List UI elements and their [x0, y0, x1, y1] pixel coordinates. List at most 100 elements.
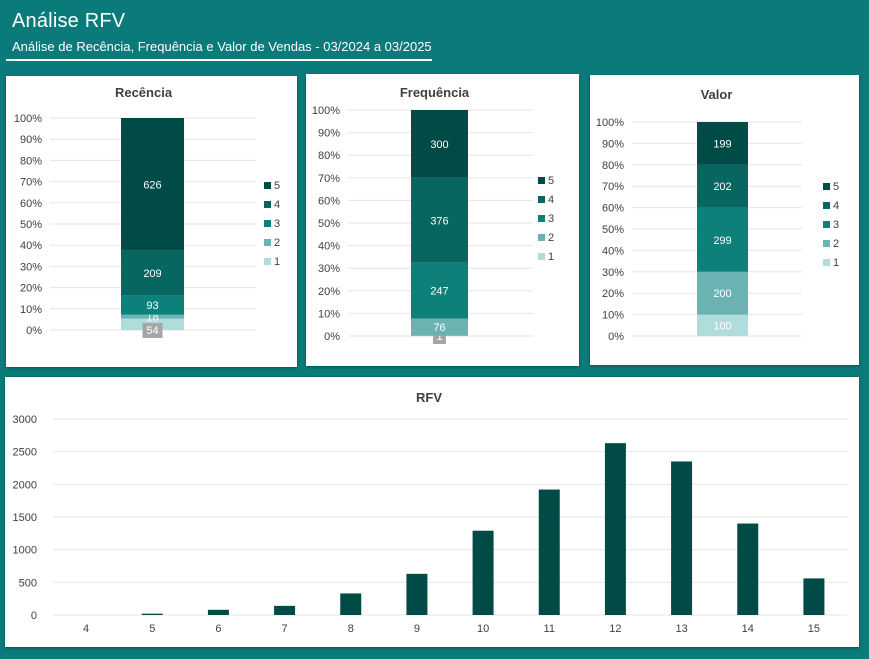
y-tick-label: 70% [602, 181, 624, 193]
bar-5 [141, 613, 163, 615]
legend-label-3: 3 [274, 218, 280, 230]
report-title: Análise RFV [12, 10, 126, 32]
y-tick-label: 20% [20, 283, 42, 295]
legend-swatch-2 [823, 240, 830, 247]
bar-segment-3 [121, 295, 184, 315]
data-label: 376 [430, 215, 448, 227]
y-tick-label: 20% [602, 288, 624, 300]
x-tick-label: 13 [675, 623, 687, 635]
data-label: 54 [146, 325, 158, 337]
bar-13 [671, 461, 693, 615]
data-label: 209 [143, 268, 161, 280]
bar-segment-2 [697, 271, 748, 315]
y-tick-label: 20% [318, 286, 340, 298]
y-tick-label: 0% [26, 325, 42, 337]
y-tick-label: 60% [318, 195, 340, 207]
chart-title: Frequência [400, 85, 470, 100]
x-tick-label: 4 [83, 623, 89, 635]
y-tick-label: 100% [312, 105, 340, 117]
bar-15 [803, 578, 825, 615]
bar-segment-3 [697, 207, 748, 272]
legend-label-2: 2 [833, 238, 839, 250]
x-tick-label: 8 [348, 623, 354, 635]
y-tick-label: 0% [608, 331, 624, 343]
y-tick-label: 1500 [13, 512, 37, 524]
chart-title: Recência [115, 85, 173, 100]
legend-label-5: 5 [833, 181, 839, 193]
x-tick-label: 9 [414, 623, 420, 635]
legend-label-1: 1 [833, 257, 839, 269]
bar-segment-4 [121, 250, 184, 296]
valor-chart-panel: Valor 0% 10% 20% 30% 40% 50% 60% 70% 80% 90% 100% 10… [590, 75, 859, 365]
data-label: 76 [433, 322, 445, 334]
y-tick-label: 0 [31, 610, 37, 622]
legend-swatch-3 [823, 221, 830, 228]
x-tick-label: 5 [149, 623, 155, 635]
legend-swatch-3 [538, 215, 545, 222]
legend-swatch-4 [264, 201, 271, 208]
y-tick-label: 80% [20, 155, 42, 167]
legend-label-2: 2 [548, 232, 554, 244]
legend-swatch-1 [823, 259, 830, 266]
chart-title: RFV [416, 390, 442, 405]
x-tick-label: 14 [742, 623, 754, 635]
data-label: 247 [430, 286, 448, 298]
valor-chart: Valor 0% 10% 20% 30% 40% 50% 60% 70% 80% 90% 100% 10… [596, 87, 839, 343]
y-tick-label: 10% [602, 310, 624, 322]
legend-label-1: 1 [274, 256, 280, 268]
legend-swatch-5 [823, 183, 830, 190]
x-tick-label: 7 [282, 623, 288, 635]
data-label: 100 [713, 320, 731, 332]
frequencia-chart-panel: Frequência 0% 10% 20% 30% 40% 50% 60% 70% 80% 90% 1… [306, 74, 579, 366]
y-tick-label: 40% [318, 241, 340, 253]
bar-segment-2 [411, 318, 468, 336]
y-tick-label: 90% [20, 134, 42, 146]
rfv-chart-panel: RFV 0 500 1000 1500 2000 2500 3000 4 5 6 7 8 9 10 11 12 1… [5, 377, 859, 647]
data-label: 299 [713, 235, 731, 247]
recencia-chart: Recência 0% 10% 20% 30% 40% 50% 60% 70% 80% 90% 100… [14, 85, 280, 338]
y-tick-label: 100% [14, 113, 42, 125]
bar-segment-3 [411, 262, 468, 319]
legend-label-2: 2 [274, 237, 280, 249]
bar-14 [737, 523, 759, 615]
legend-label-5: 5 [274, 180, 280, 192]
y-tick-label: 500 [19, 577, 37, 589]
header-underline [6, 59, 432, 61]
x-tick-label: 10 [477, 623, 489, 635]
legend-swatch-4 [823, 202, 830, 209]
bar-12 [604, 443, 626, 615]
y-tick-label: 30% [318, 263, 340, 275]
y-tick-label: 40% [20, 240, 42, 252]
legend-swatch-3 [264, 220, 271, 227]
bar-segment-5 [697, 122, 748, 165]
bar-segment-4 [697, 164, 748, 208]
legend-swatch-5 [538, 177, 545, 184]
data-label: 300 [430, 139, 448, 151]
y-tick-label: 80% [602, 160, 624, 172]
y-tick-label: 10% [20, 304, 42, 316]
frequencia-chart: Frequência 0% 10% 20% 30% 40% 50% 60% 70% 80% 90% 1… [312, 85, 554, 344]
y-tick-label: 40% [602, 245, 624, 257]
report-header: Análise RFV Análise de Recência, Frequên… [12, 10, 432, 54]
data-label: 199 [713, 138, 731, 150]
y-tick-label: 90% [318, 128, 340, 140]
legend-swatch-2 [264, 239, 271, 246]
y-tick-label: 0% [324, 331, 340, 343]
legend-label-5: 5 [548, 175, 554, 187]
x-tick-label: 15 [808, 623, 820, 635]
y-tick-label: 10% [318, 308, 340, 320]
legend-swatch-1 [538, 253, 545, 260]
legend-label-3: 3 [833, 219, 839, 231]
x-tick-label: 12 [609, 623, 621, 635]
y-tick-label: 50% [20, 219, 42, 231]
chart-title: Valor [701, 87, 733, 102]
legend-label-4: 4 [274, 199, 280, 211]
legend-label-3: 3 [548, 213, 554, 225]
data-label: 1 [436, 331, 442, 343]
x-tick-label: 11 [544, 623, 555, 635]
legend-label-1: 1 [548, 251, 554, 263]
y-tick-label: 80% [318, 150, 340, 162]
recencia-chart-panel: Recência 0% 10% 20% 30% 40% 50% 60% 70% 80% 90% 100… [6, 76, 297, 367]
y-tick-label: 50% [318, 218, 340, 230]
bar-10 [472, 530, 494, 615]
